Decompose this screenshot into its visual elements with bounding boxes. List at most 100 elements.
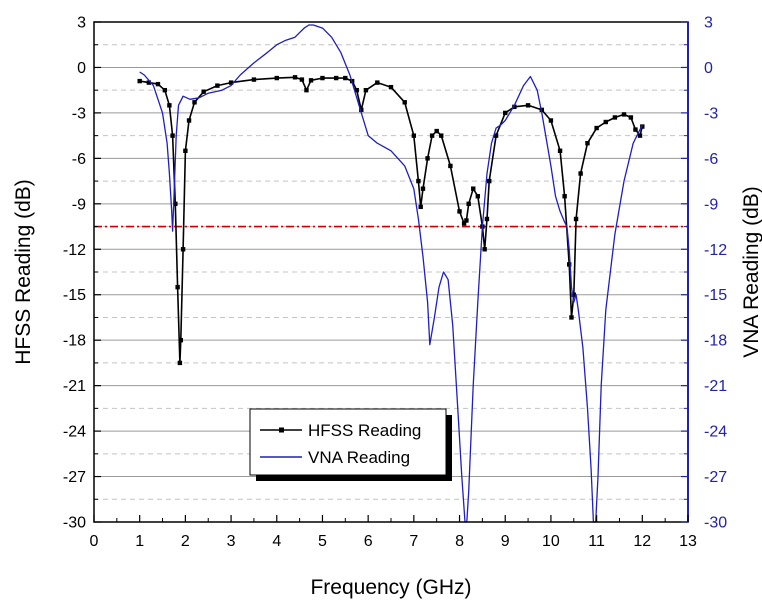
left-tick-label: -27 [63,469,86,486]
data-point-hfss [175,284,180,290]
right-tick-label: -18 [704,333,727,350]
data-point-hfss [173,201,178,207]
data-point-hfss [201,89,206,94]
data-point-hfss [155,81,161,87]
x-tick-label: 4 [272,533,281,550]
right-tick-label: -24 [704,424,727,441]
right-y-axis-title: VNA Reading (dB) [740,186,762,358]
data-point-hfss [363,87,369,93]
data-point-hfss [567,262,572,267]
data-point-hfss [429,133,435,138]
data-point-hfss [411,133,417,138]
right-tick-label: -30 [704,515,727,532]
data-point-hfss [475,194,481,199]
right-tick-label: 3 [704,15,713,32]
left-tick-label: -21 [63,378,86,395]
data-point-hfss [448,163,453,169]
data-point-hfss [251,77,257,82]
right-tick-label: -6 [704,151,718,168]
data-point-hfss [178,337,184,343]
left-tick-label: -18 [63,333,86,350]
data-point-hfss [425,156,430,161]
data-point-hfss [585,141,590,146]
data-point-hfss [274,75,279,81]
x-tick-label: 5 [318,533,327,550]
data-point-hfss [571,292,576,297]
data-point-hfss [512,104,517,110]
data-point-hfss [594,125,599,131]
data-point-hfss [573,216,579,222]
left-tick-label: 0 [77,60,86,77]
data-point-hfss [525,103,531,108]
x-tick-label: 7 [409,533,418,550]
data-point-hfss [308,78,314,83]
data-point-hfss [167,103,172,108]
data-point-hfss [354,87,359,93]
data-point-hfss [548,118,554,123]
left-y-axis-title: HFSS Reading (dB) [12,179,35,365]
data-point-hfss [466,201,471,207]
data-point-hfss [493,133,499,138]
data-point-hfss [603,119,608,125]
data-point-hfss [637,133,643,138]
x-tick-label: 11 [588,533,605,550]
data-point-hfss [375,80,380,85]
data-point-hfss [162,87,168,93]
data-point-hfss [343,75,348,81]
left-tick-label: -24 [63,424,86,441]
right-tick-label: -15 [704,287,727,304]
right-tick-label: -12 [704,242,727,259]
data-point-hfss [359,107,364,113]
legend: HFSS Reading VNA Reading [249,408,452,481]
data-point-hfss [215,83,220,88]
data-point-hfss [186,118,192,123]
data-point-hfss [482,247,487,252]
right-tick-label: -21 [704,378,727,395]
series-line-vna [139,24,643,523]
data-point-hfss [177,360,183,366]
data-point-hfss [333,75,339,81]
series-layer [137,24,645,523]
right-tick-label: -3 [704,105,718,122]
data-point-hfss [320,75,325,81]
data-point-hfss [183,148,188,153]
data-point-hfss [418,204,423,210]
left-tick-label: -3 [72,105,86,122]
data-point-hfss [503,110,508,116]
right-tick-label: -27 [704,469,727,486]
x-axis-title: Frequency (GHz) [310,576,471,599]
data-point-hfss [388,84,394,90]
data-point-hfss [484,216,490,222]
x-tick-label: 2 [181,533,190,550]
data-point-hfss [457,209,462,214]
data-point-hfss [402,100,407,105]
data-point-hfss [640,124,645,129]
x-tick-label: 13 [679,533,697,550]
data-point-hfss [299,77,305,82]
left-tick-label: -30 [63,515,86,532]
data-point-hfss [192,100,197,105]
axes-layer: 3 3 0 0 -3 -3 -6 -6 -9 -9 -12 -12 -15 -15 -18 -18 -21 -21… [63,15,727,551]
data-point-hfss [621,112,627,117]
data-point-hfss [487,178,492,184]
x-tick-label: 12 [633,533,651,550]
x-tick-label: 8 [455,533,464,550]
data-point-hfss [464,218,469,223]
x-tick-label: 0 [90,533,99,550]
data-point-hfss [137,78,142,84]
data-point-hfss [420,186,426,191]
data-point-hfss [146,80,152,85]
data-point-hfss [612,115,618,120]
series-line-hfss [139,76,644,364]
data-point-hfss [633,127,638,132]
data-point-hfss [434,128,439,134]
data-point-hfss [578,171,583,176]
data-point-hfss [180,247,186,252]
right-tick-label: -9 [704,196,718,213]
legend-marker-hfss [279,427,284,433]
x-tick-label: 10 [542,533,560,550]
data-point-hfss [292,75,298,80]
grid-lines [94,44,688,500]
data-point-hfss [557,148,563,153]
